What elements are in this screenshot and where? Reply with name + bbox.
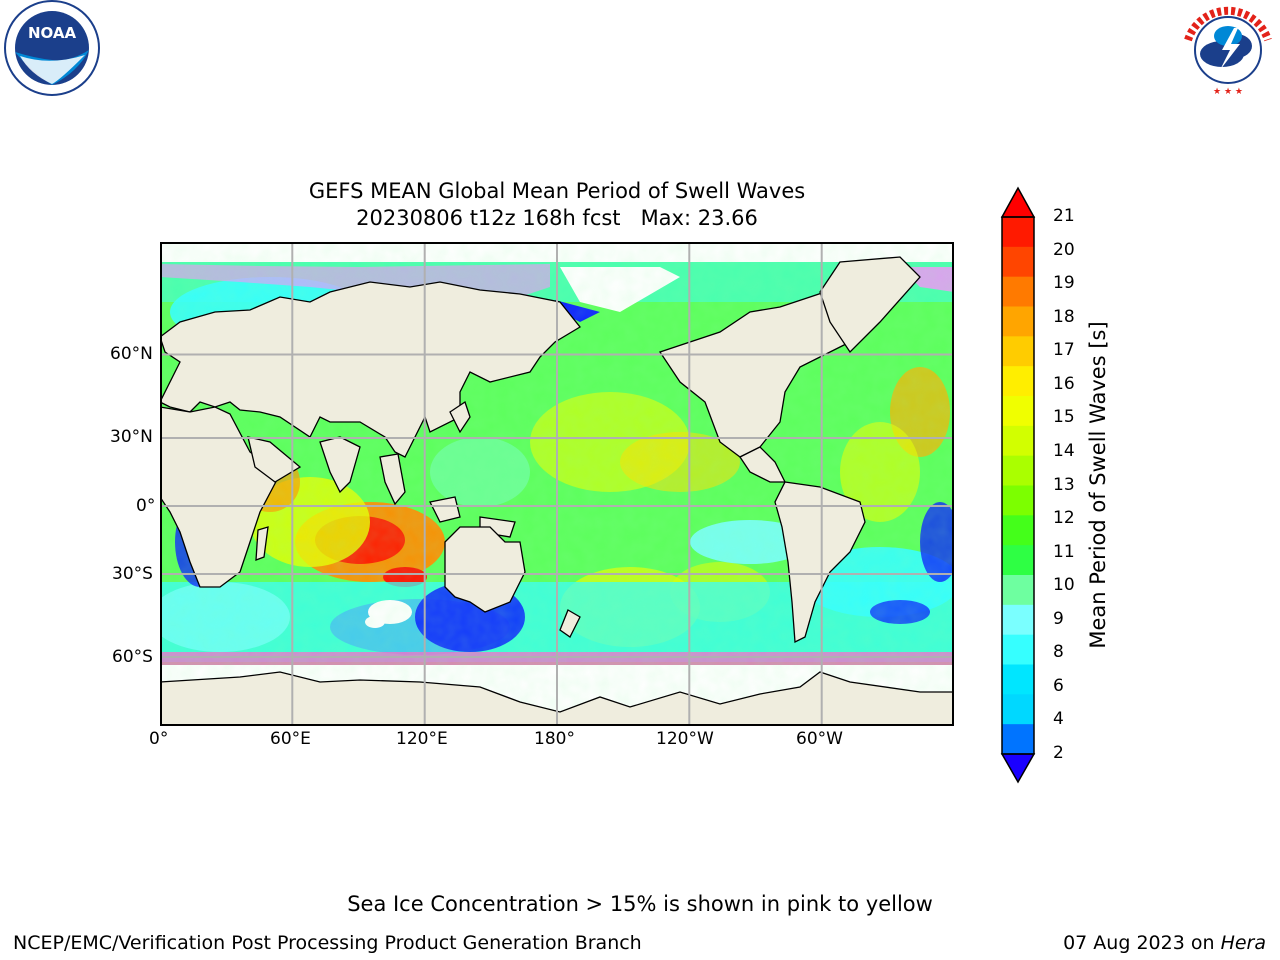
africa	[160, 406, 281, 588]
colorbar-tick: 21	[1053, 206, 1075, 226]
colorbar-tick: 8	[1053, 642, 1064, 663]
colorbar-tick: 6	[1053, 675, 1064, 696]
colorbar-tick: 15	[1053, 407, 1075, 428]
antarctica	[160, 671, 954, 726]
grid-lines	[160, 242, 954, 726]
colorbar-band	[1002, 455, 1034, 486]
chart-subtitle: 20230806 t12z 168h fcst Max: 23.66	[356, 206, 758, 230]
land	[160, 256, 954, 726]
swell-period-map	[160, 242, 954, 726]
colorbar-tick: 17	[1053, 340, 1075, 361]
colorbar-band	[1002, 425, 1034, 457]
colorbar-band	[1002, 396, 1034, 427]
noaa-logo: NOAA	[4, 0, 100, 96]
footer-branch: NCEP/EMC/Verification Post Processing Pr…	[13, 932, 642, 954]
colorbar-band	[1002, 336, 1034, 367]
colorbar-band	[1002, 246, 1034, 278]
colorbar-tick: 9	[1053, 608, 1064, 629]
north-america	[658, 286, 862, 458]
colorbar-band	[1002, 694, 1034, 725]
colorbar-tick: 4	[1053, 709, 1064, 730]
colorbar-band	[1002, 634, 1034, 665]
colorbar-band	[1002, 515, 1034, 546]
colorbar-tick: 20	[1053, 239, 1075, 260]
colorbar-band	[1002, 724, 1034, 755]
colorbar-label: Mean Period of Swell Waves [s]	[1086, 321, 1110, 649]
arabia	[247, 436, 302, 483]
colorbar-band	[1002, 604, 1034, 636]
colorbar-tick: 2	[1053, 743, 1064, 763]
colorbar-band	[1002, 366, 1034, 397]
colorbar-band	[1002, 664, 1034, 695]
chart-title: GEFS MEAN Global Mean Period of Swell Wa…	[308, 179, 806, 203]
lon-tick-60w: 60°W	[796, 729, 843, 749]
colorbar-tick: 13	[1053, 474, 1075, 495]
lat-tick-30n: 30°N	[110, 427, 153, 447]
new-zealand	[559, 609, 581, 638]
lat-tick-60n: 60°N	[110, 344, 153, 364]
colorbar-band	[1002, 276, 1034, 307]
nws-logo: ★ ★ ★	[1181, 1, 1275, 97]
lon-tick-180: 180°	[534, 729, 575, 749]
svg-text:★ ★ ★: ★ ★ ★	[1213, 87, 1243, 97]
colorbar-tick: 14	[1053, 440, 1075, 461]
colorbar-band	[1002, 485, 1034, 516]
lon-tick-120e: 120°E	[396, 729, 448, 749]
colorbar-band	[1002, 217, 1034, 248]
colorbar	[1000, 186, 1036, 784]
svg-text:NOAA: NOAA	[28, 24, 77, 42]
footer-date: 07 Aug 2023 on Hera	[1063, 932, 1266, 954]
lat-tick-60s: 60°S	[112, 647, 153, 667]
eurasia	[160, 281, 581, 458]
colorbar-band	[1002, 575, 1034, 606]
lon-tick-60e: 60°E	[270, 729, 311, 749]
borneo	[429, 496, 461, 523]
colorbar-band	[1002, 545, 1034, 576]
colorbar-extend-top	[1000, 186, 1036, 218]
colorbar-tick: 12	[1053, 508, 1075, 529]
footer-date-text: 07 Aug 2023 on	[1063, 932, 1221, 954]
lat-tick-30s: 30°S	[112, 564, 153, 584]
japan	[449, 400, 471, 434]
footer-host: Hera	[1220, 932, 1266, 954]
colorbar-tick: 10	[1053, 575, 1075, 596]
southeast-asia	[379, 453, 406, 506]
colorbar-band	[1002, 306, 1034, 337]
colorbar-extend-bottom	[1000, 753, 1036, 784]
colorbar-tick: 18	[1053, 306, 1075, 327]
colorbar-tick: 11	[1053, 541, 1075, 562]
colorbar-tick: 16	[1053, 373, 1075, 394]
sea-ice-note: Sea Ice Concentration > 15% is shown in …	[347, 892, 933, 916]
madagascar	[255, 526, 269, 561]
australia	[444, 526, 526, 613]
lon-tick-0: 0°	[149, 729, 169, 749]
lon-tick-120w: 120°W	[656, 729, 714, 749]
colorbar-tick: 19	[1053, 273, 1075, 294]
lat-tick-0: 0°	[136, 496, 156, 516]
